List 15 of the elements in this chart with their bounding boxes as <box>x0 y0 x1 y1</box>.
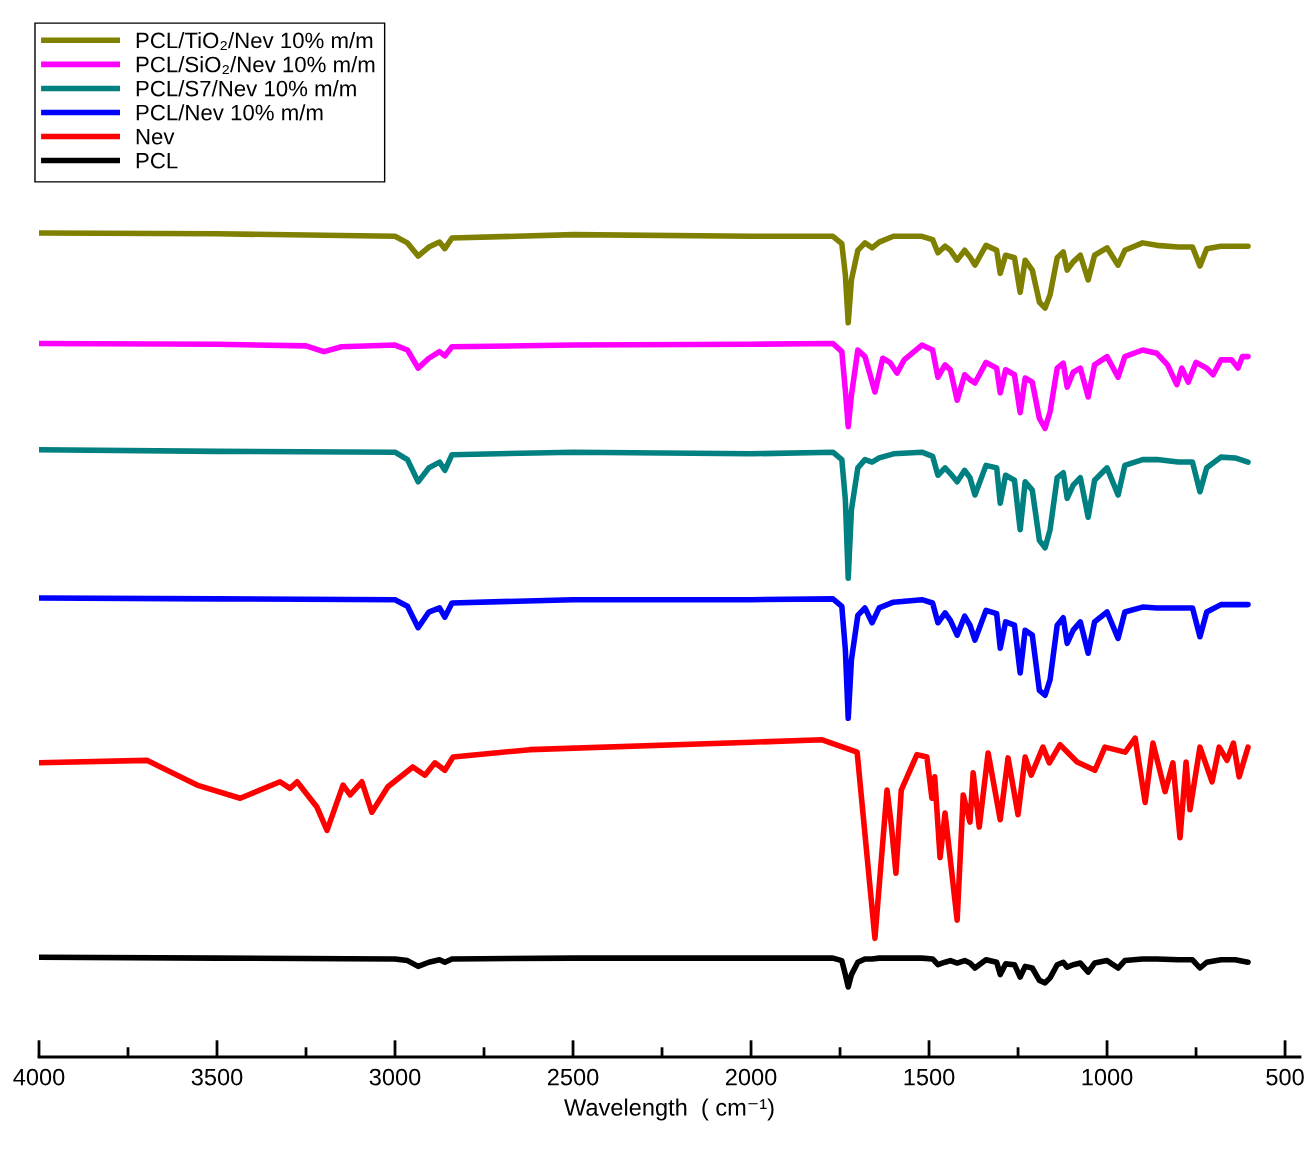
x-tick-label: 3500 <box>191 1068 243 1086</box>
x-tick-label: 1000 <box>1082 1068 1133 1086</box>
x-tick-label: 2000 <box>725 1068 777 1086</box>
legend-label: PCL <box>136 152 178 169</box>
legend-label: PCL/TiO₂/Nev 10% m/m <box>136 32 373 50</box>
legend-label: PCL/Nev 10% m/m <box>136 104 323 121</box>
x-tick-label: 500 <box>1266 1068 1304 1086</box>
x-tick-label: 3000 <box>369 1068 421 1086</box>
x-axis-title: Wavelength ( cm⁻¹) <box>564 1098 774 1121</box>
x-tick-label: 1500 <box>904 1068 955 1086</box>
legend-label: Nev <box>136 129 175 145</box>
x-tick-label: 2500 <box>547 1068 599 1086</box>
legend-label: PCL/SiO₂/Nev 10% m/m <box>136 56 375 75</box>
x-tick-label: 4000 <box>13 1068 65 1086</box>
legend-label: PCL/S7/Nev 10% m/m <box>136 80 356 97</box>
